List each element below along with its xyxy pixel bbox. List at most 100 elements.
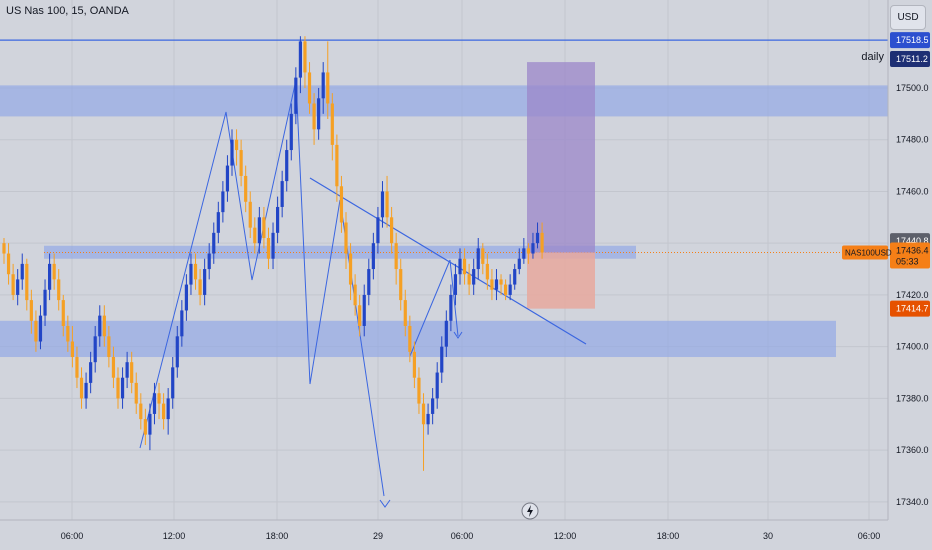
candle-body [61, 300, 65, 326]
replay-icon[interactable] [521, 502, 539, 520]
candle-body [189, 263, 193, 285]
candle-body [20, 263, 24, 280]
currency-button[interactable]: USD [890, 5, 926, 30]
candle-body [16, 279, 20, 295]
candle-body [513, 269, 517, 285]
candle-body [102, 315, 106, 337]
price-tick-label: 17480.0 [896, 135, 929, 145]
candle-body [139, 403, 143, 420]
price-tick-label: 17500.0 [896, 83, 929, 93]
candle-body [111, 357, 116, 378]
candle-body [2, 243, 6, 254]
last-high-tag: 17440.8 [896, 236, 929, 246]
candle-body [43, 289, 47, 316]
long-position-tool [527, 62, 595, 309]
candle-body [390, 217, 394, 244]
candle-body [348, 253, 353, 285]
support-resistance-zones [0, 39, 888, 358]
candle-body [75, 357, 79, 378]
candle-body [93, 336, 97, 363]
candle-body [262, 217, 266, 239]
descending-trendline [309, 177, 587, 345]
stop-zone [527, 252, 595, 309]
time-tick-label: 18:00 [657, 531, 680, 541]
candle-body [358, 305, 362, 326]
candle-body [98, 315, 102, 337]
zone-rect [0, 85, 888, 117]
candle-body [66, 325, 70, 342]
chart-grid [0, 0, 888, 520]
stop-price-tag-bg [890, 300, 930, 317]
candle-body [467, 274, 471, 285]
candle-body [326, 72, 330, 104]
symbol-tag-bg [842, 245, 888, 260]
candle-body [504, 284, 508, 295]
candle-body [116, 377, 120, 399]
candle-body [307, 72, 312, 104]
candle-body [11, 274, 15, 295]
arrow-head [453, 331, 463, 339]
candle-body [540, 232, 544, 253]
candle-body [193, 263, 198, 280]
candle-body [508, 284, 512, 295]
candle-body [125, 362, 129, 378]
candle-body [184, 284, 188, 311]
candle-body [257, 217, 261, 244]
candle-body [70, 341, 74, 358]
candle-body [280, 181, 284, 207]
price-tick-label: 17380.0 [896, 393, 929, 403]
candle-body [344, 222, 348, 254]
candle-body [130, 362, 134, 383]
candle-body [408, 325, 412, 352]
candle-body [175, 336, 179, 368]
candle-body [171, 367, 175, 399]
candle-body [52, 263, 56, 280]
candle-body [239, 150, 243, 176]
candle-body [285, 150, 289, 182]
time-tick-label: 06:00 [61, 531, 84, 541]
price-tick-label: 17400.0 [896, 342, 929, 352]
candle-body [444, 320, 448, 347]
daily-price-tag: 17518.5 [896, 35, 929, 45]
projection-path [409, 259, 459, 357]
time-axis: 06:00 12:00 18:00 29 06:00 12:00 18:00 30 06:00 [61, 531, 881, 541]
candle-body [485, 263, 489, 280]
candle-body [207, 253, 211, 270]
candle-body [440, 346, 444, 373]
candle-body [271, 232, 275, 259]
price-tick-label: 17360.0 [896, 445, 929, 455]
zone-rect [44, 245, 636, 259]
candle-body [266, 238, 271, 259]
symbol-tag: NAS100USD [845, 248, 892, 257]
candle-body [276, 206, 280, 233]
zone-rect [0, 320, 836, 358]
candle-body [449, 294, 453, 321]
candle-body [531, 243, 535, 254]
candle-body [289, 113, 293, 151]
candle-body [330, 103, 334, 145]
candle-body [494, 279, 499, 290]
candle-body [294, 77, 298, 114]
candle-body [376, 217, 380, 244]
candle-body [535, 232, 540, 244]
time-tick-label: 06:00 [858, 531, 881, 541]
candle-body [166, 398, 170, 420]
candle-body [6, 253, 11, 275]
candle-body [412, 351, 416, 378]
current-price-tag-bg [890, 242, 930, 269]
candle-body [385, 191, 389, 218]
candle-body [403, 300, 407, 326]
candle-body [517, 258, 521, 270]
candle-body [248, 201, 252, 228]
candle-body [312, 103, 316, 130]
candle-body [212, 232, 216, 254]
upper-price-tag-bg [890, 50, 930, 67]
candle-body [216, 212, 220, 233]
candle-body [367, 269, 371, 295]
drawn-trendlines [139, 79, 587, 508]
candle-body [25, 263, 29, 301]
candle-body [143, 419, 147, 435]
candle-body [203, 269, 207, 295]
